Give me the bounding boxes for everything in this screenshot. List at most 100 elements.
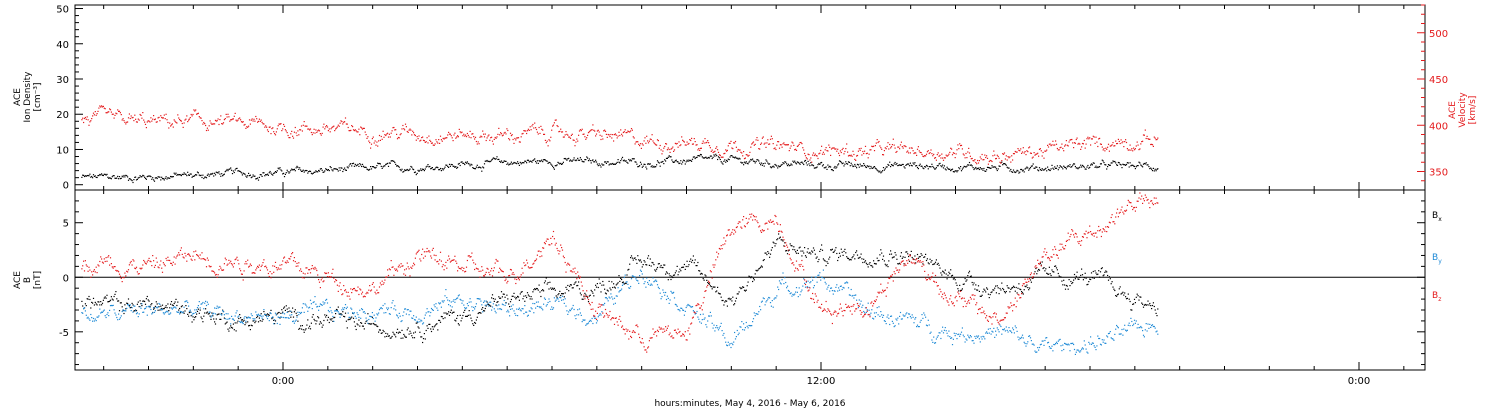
data-point: [1058, 149, 1060, 151]
data-point: [1119, 163, 1121, 165]
data-point: [912, 162, 914, 164]
data-point: [1059, 165, 1061, 167]
data-point: [376, 165, 378, 167]
data-point: [497, 308, 499, 310]
data-point: [365, 320, 367, 323]
data-point: [419, 321, 421, 323]
data-point: [132, 311, 134, 313]
data-point: [734, 156, 737, 158]
data-point: [934, 261, 937, 263]
data-point: [245, 175, 247, 177]
data-point: [740, 151, 742, 153]
data-point: [853, 254, 855, 256]
data-point: [446, 164, 448, 166]
data-point: [389, 162, 391, 164]
data-point: [234, 322, 236, 324]
data-point: [680, 307, 682, 309]
data-point: [101, 174, 104, 176]
data-point: [490, 301, 492, 303]
data-point: [628, 158, 630, 161]
data-point: [127, 298, 130, 300]
data-point: [925, 253, 927, 255]
data-point: [1010, 288, 1012, 290]
data-point: [858, 257, 860, 259]
data-point: [231, 169, 233, 171]
data-point: [735, 297, 737, 299]
data-point: [784, 161, 786, 163]
data-point: [115, 112, 117, 114]
data-point: [1133, 319, 1136, 321]
data-point: [702, 313, 704, 315]
data-point: [197, 305, 199, 307]
data-point: [144, 300, 146, 303]
data-point: [544, 139, 546, 141]
data-point: [563, 158, 565, 160]
data-point: [1097, 166, 1099, 168]
data-point: [657, 263, 659, 265]
data-point: [1006, 329, 1008, 331]
data-point: [381, 332, 383, 334]
data-point: [691, 261, 693, 263]
data-point: [260, 313, 262, 315]
data-point: [371, 316, 373, 318]
data-point: [624, 274, 626, 276]
data-point: [645, 264, 647, 266]
data-point: [464, 135, 466, 137]
data-point: [724, 337, 726, 339]
data-point: [205, 308, 207, 310]
data-point: [89, 173, 91, 175]
data-point: [569, 159, 572, 161]
data-point: [769, 253, 772, 255]
data-point: [932, 263, 934, 266]
data-point: [813, 167, 815, 169]
data-point: [509, 132, 512, 134]
data-point: [604, 288, 606, 290]
data-point: [723, 304, 725, 306]
data-point: [122, 309, 124, 311]
data-point: [336, 310, 338, 312]
data-point: [792, 160, 794, 162]
data-point: [421, 320, 423, 322]
data-point: [256, 316, 258, 319]
data-point: [633, 158, 635, 160]
data-point: [1022, 147, 1024, 149]
data-point: [153, 308, 155, 310]
data-point: [193, 175, 195, 177]
data-point: [1137, 295, 1139, 297]
data-point: [669, 299, 671, 301]
data-point: [809, 282, 811, 284]
data-point: [977, 285, 980, 287]
data-point: [597, 316, 599, 318]
data-point: [615, 162, 617, 165]
data-point: [234, 315, 236, 317]
data-point: [170, 176, 173, 178]
data-point: [336, 309, 338, 311]
data-point: [972, 160, 974, 162]
data-point: [1120, 164, 1122, 166]
data-point: [895, 163, 897, 166]
data-point: [386, 307, 388, 309]
data-point: [1063, 165, 1065, 167]
data-point: [263, 172, 265, 174]
data-point: [309, 299, 312, 301]
data-point: [442, 169, 444, 171]
data-point: [126, 121, 128, 123]
data-point: [238, 315, 240, 317]
data-point: [465, 315, 467, 317]
data-point: [1133, 165, 1135, 167]
data-point: [106, 173, 108, 175]
data-point: [908, 147, 911, 149]
data-point: [939, 154, 941, 156]
data-point: [795, 148, 797, 150]
data-point: [138, 176, 140, 179]
data-point: [283, 172, 285, 174]
data-point: [1100, 143, 1102, 145]
data-point: [451, 312, 453, 314]
data-point: [319, 303, 321, 305]
data-point: [1073, 279, 1075, 281]
data-point: [1144, 329, 1146, 331]
data-point: [778, 280, 781, 282]
data-point: [427, 327, 429, 329]
data-point: [148, 175, 150, 177]
data-point: [681, 266, 683, 269]
